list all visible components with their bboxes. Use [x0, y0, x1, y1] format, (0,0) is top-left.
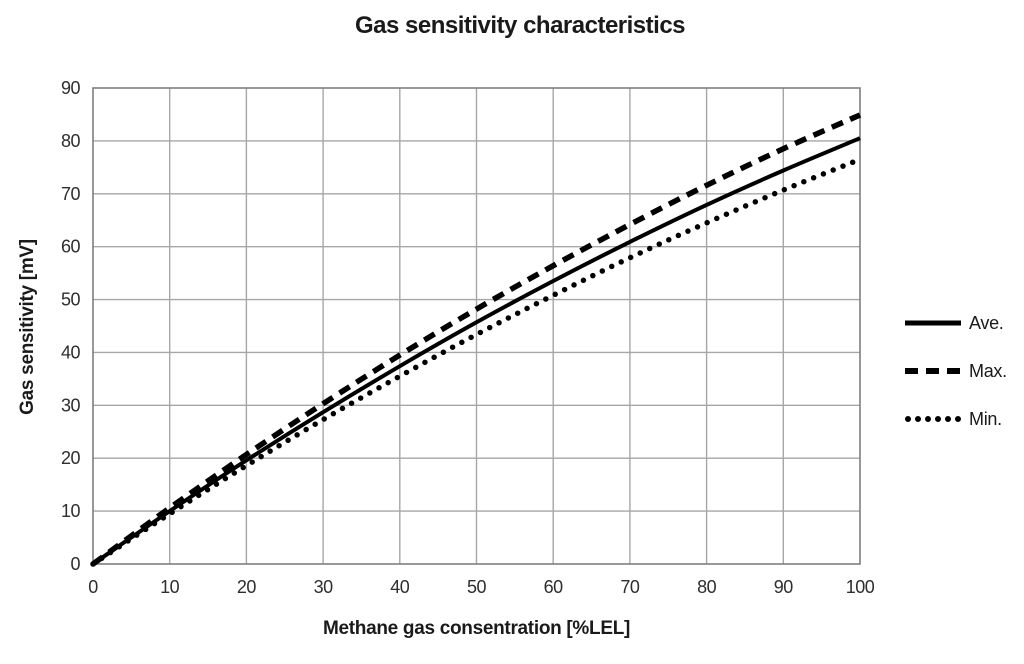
- series-line-max: [91, 112, 862, 567]
- series-line-min: [90, 156, 863, 567]
- min-line-sample-icon: [905, 416, 962, 422]
- x-tick-label: 30: [314, 577, 334, 597]
- y-tick-label: 60: [61, 237, 81, 257]
- y-tick-label: 10: [61, 501, 81, 521]
- legend-item-ave: Ave.: [904, 299, 1007, 347]
- y-tick-label: 0: [70, 554, 80, 574]
- x-tick-label: 70: [620, 577, 640, 597]
- x-tick-label: 0: [88, 577, 98, 597]
- x-tick-label: 10: [160, 577, 180, 597]
- max-line-sample-icon: [905, 368, 961, 374]
- x-tick-label: 40: [390, 577, 410, 597]
- legend-label-min: Min.: [969, 408, 1002, 429]
- ave-line-sample-icon: [905, 320, 961, 326]
- legend-label-max: Max.: [969, 360, 1007, 381]
- legend: Ave. Max. Min.: [904, 299, 1007, 443]
- plot-border: [92, 87, 861, 565]
- y-tick-label: 40: [61, 342, 81, 362]
- legend-item-min: Min.: [904, 395, 1007, 443]
- y-tick-label: 20: [61, 448, 81, 468]
- y-tick-label: 30: [61, 395, 81, 415]
- legend-item-max: Max.: [904, 347, 1007, 395]
- x-tick-label: 60: [544, 577, 564, 597]
- x-tick-label: 80: [697, 577, 717, 597]
- x-tick-label: 90: [774, 577, 794, 597]
- chart-title: Gas sensitivity characteristics: [354, 12, 686, 39]
- x-tick-label: 50: [467, 577, 487, 597]
- x-axis-label: Methane gas consentration [%LEL]: [322, 618, 631, 639]
- series-line-ave: [91, 136, 861, 566]
- y-tick-label: 70: [61, 184, 81, 204]
- y-tick-label: 90: [61, 78, 81, 98]
- x-tick-label: 20: [237, 577, 257, 597]
- y-tick-label: 50: [61, 290, 81, 310]
- x-tick-label: 100: [846, 577, 875, 597]
- y-axis-label: Gas sensitivity [mV]: [17, 239, 38, 415]
- legend-label-ave: Ave.: [969, 312, 1004, 333]
- y-tick-label: 80: [61, 131, 81, 151]
